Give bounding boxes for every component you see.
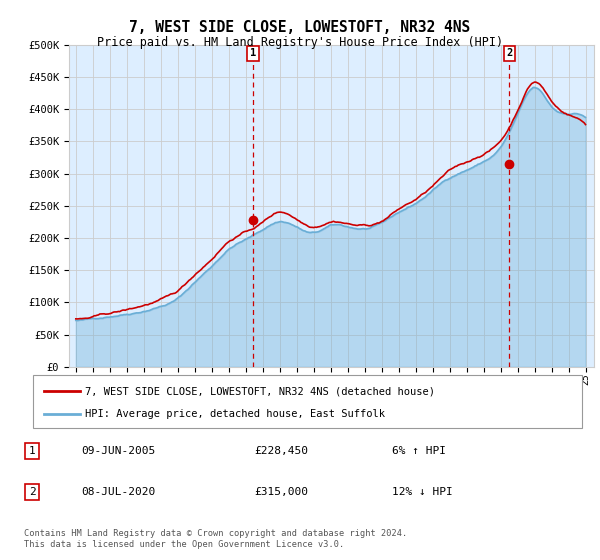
Text: 08-JUL-2020: 08-JUL-2020 (81, 487, 155, 497)
Text: £315,000: £315,000 (254, 487, 308, 497)
Text: 1: 1 (250, 48, 256, 58)
FancyBboxPatch shape (33, 375, 582, 428)
Text: Contains HM Land Registry data © Crown copyright and database right 2024.
This d: Contains HM Land Registry data © Crown c… (24, 529, 407, 549)
Text: Price paid vs. HM Land Registry's House Price Index (HPI): Price paid vs. HM Land Registry's House … (97, 36, 503, 49)
Text: 6% ↑ HPI: 6% ↑ HPI (392, 446, 446, 456)
Text: 7, WEST SIDE CLOSE, LOWESTOFT, NR32 4NS: 7, WEST SIDE CLOSE, LOWESTOFT, NR32 4NS (130, 20, 470, 35)
Text: HPI: Average price, detached house, East Suffolk: HPI: Average price, detached house, East… (85, 408, 385, 418)
Text: £228,450: £228,450 (254, 446, 308, 456)
Text: 7, WEST SIDE CLOSE, LOWESTOFT, NR32 4NS (detached house): 7, WEST SIDE CLOSE, LOWESTOFT, NR32 4NS … (85, 386, 435, 396)
Text: 1: 1 (29, 446, 35, 456)
Text: 2: 2 (506, 48, 512, 58)
Text: 12% ↓ HPI: 12% ↓ HPI (392, 487, 453, 497)
Text: 09-JUN-2005: 09-JUN-2005 (81, 446, 155, 456)
Text: 2: 2 (29, 487, 35, 497)
